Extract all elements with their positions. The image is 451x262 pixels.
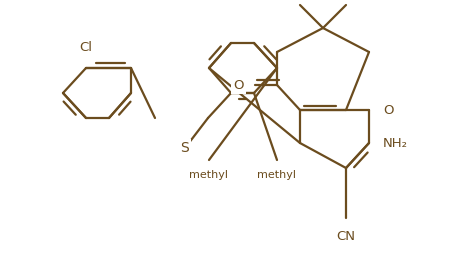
Text: CN: CN xyxy=(336,230,355,243)
Text: O: O xyxy=(233,79,244,91)
Text: O: O xyxy=(382,103,393,117)
Text: NH₂: NH₂ xyxy=(382,137,407,150)
Text: Cl: Cl xyxy=(79,41,92,54)
Text: S: S xyxy=(180,141,189,155)
Text: methyl: methyl xyxy=(189,170,228,180)
Text: methyl: methyl xyxy=(257,170,296,180)
